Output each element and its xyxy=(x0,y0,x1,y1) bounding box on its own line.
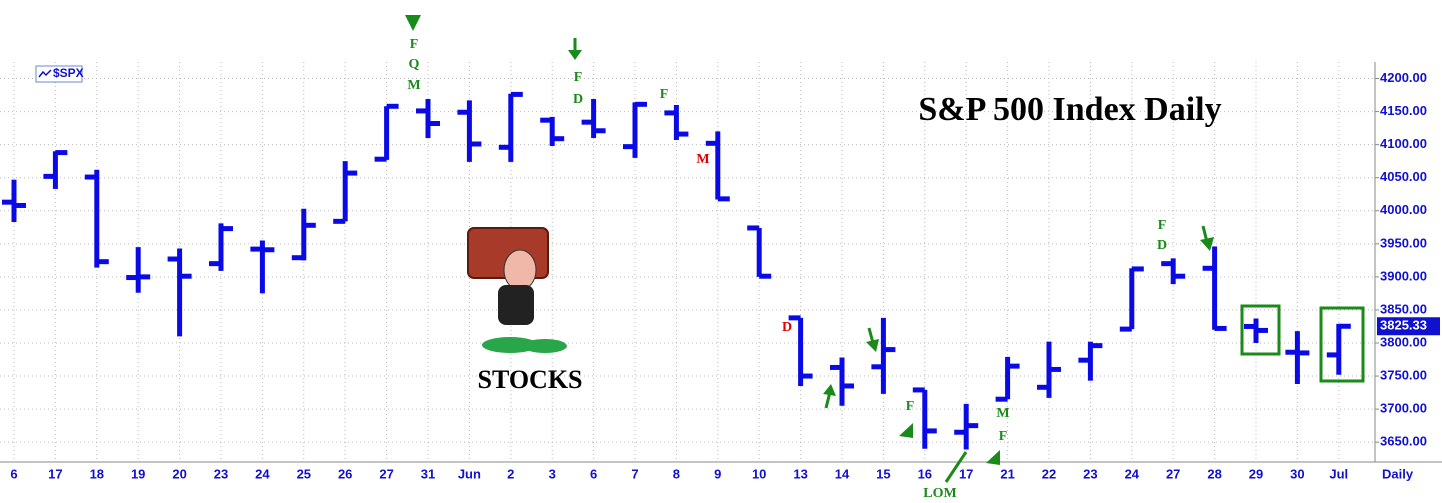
y-tick-label: 3900.00 xyxy=(1380,268,1427,283)
cartoon xyxy=(467,227,567,353)
last-price-box xyxy=(1377,317,1440,336)
highlight-box xyxy=(1319,306,1365,383)
y-tick-label: 4100.00 xyxy=(1380,136,1427,151)
annotation: F xyxy=(574,70,583,85)
triangle xyxy=(899,423,913,438)
x-tick-label: 31 xyxy=(421,466,435,481)
legend-icon xyxy=(38,69,52,78)
x-tick-label: 15 xyxy=(876,466,890,481)
arrow-head xyxy=(823,384,836,396)
x-tick-label: 23 xyxy=(1083,466,1097,481)
x-tick-label: 2 xyxy=(507,466,514,481)
y-tick-label: 4200.00 xyxy=(1380,70,1427,85)
legend-box xyxy=(35,65,83,83)
triangle xyxy=(986,450,1000,465)
y-tick-label: 3850.00 xyxy=(1380,301,1427,316)
period-label: Daily xyxy=(1382,466,1414,481)
x-tick-label: 27 xyxy=(1166,466,1180,481)
x-tick-label: 27 xyxy=(379,466,393,481)
legend: $SPX xyxy=(35,65,84,83)
y-tick-label: 3650.00 xyxy=(1380,434,1427,449)
annotation: F xyxy=(906,399,915,414)
x-tick-label: 26 xyxy=(338,466,352,481)
y-tick-label: 3800.00 xyxy=(1380,334,1427,349)
y-tick-label: 4050.00 xyxy=(1380,169,1427,184)
y-tick-label: 3950.00 xyxy=(1380,235,1427,250)
x-tick-label: 17 xyxy=(48,466,62,481)
chart-title: S&P 500 Index Daily xyxy=(918,91,1221,128)
annotation: F xyxy=(410,37,419,52)
x-tick-label: 29 xyxy=(1249,466,1263,481)
y-tick-label: 3750.00 xyxy=(1380,367,1427,382)
x-tick-label: 20 xyxy=(172,466,186,481)
x-tick-label: 6 xyxy=(10,466,17,481)
arrow-head xyxy=(866,339,879,352)
x-tick-label: 6 xyxy=(590,466,597,481)
x-tick-label: 3 xyxy=(549,466,556,481)
x-tick-label: 8 xyxy=(673,466,680,481)
triangle xyxy=(405,15,421,31)
annotation-shapes xyxy=(405,15,1365,483)
annotation: Q xyxy=(409,57,420,72)
x-tick-label: Jun xyxy=(458,466,481,481)
annotation: M xyxy=(407,78,420,93)
x-tick-label: 18 xyxy=(90,466,104,481)
x-tick-label: 24 xyxy=(255,466,270,481)
x-tick-label: 7 xyxy=(631,466,638,481)
x-tick-label: 21 xyxy=(1000,466,1014,481)
cartoon-body xyxy=(498,285,534,325)
last-price-label: 3825.33 xyxy=(1380,318,1427,333)
x-tick-label: 23 xyxy=(214,466,228,481)
cartoon-feet xyxy=(523,339,567,353)
cartoon-face xyxy=(503,249,537,291)
x-tick-label: 25 xyxy=(297,466,311,481)
annotation: M xyxy=(696,152,709,167)
y-tick-label: 4000.00 xyxy=(1380,202,1427,217)
x-tick-label: 19 xyxy=(131,466,145,481)
x-tick-label: 28 xyxy=(1207,466,1221,481)
arrow-head xyxy=(1200,237,1214,251)
x-tick-label: 13 xyxy=(793,466,807,481)
caption: STOCKS xyxy=(477,365,582,394)
annotation: D xyxy=(782,320,792,335)
y-tick-label: 3700.00 xyxy=(1380,401,1427,416)
cartoon-feet xyxy=(482,337,538,353)
highlight-box xyxy=(1240,304,1281,356)
annotation: F xyxy=(999,429,1008,444)
x-tick-label: 17 xyxy=(959,466,973,481)
x-tick-label: 24 xyxy=(1125,466,1140,481)
pointer-line xyxy=(944,451,968,483)
annotation: M xyxy=(996,406,1009,421)
arrow xyxy=(867,327,875,344)
x-tick-label: Jul xyxy=(1329,466,1348,481)
y-tick-label: 4150.00 xyxy=(1380,103,1427,118)
annotation: D xyxy=(1157,238,1167,253)
annotation: D xyxy=(573,92,583,107)
annotation: F xyxy=(660,87,669,102)
arrow-head xyxy=(568,50,582,60)
x-tick-label: 14 xyxy=(835,466,850,481)
x-tick-label: 30 xyxy=(1290,466,1304,481)
x-tick-label: 22 xyxy=(1042,466,1056,481)
x-tick-label: 9 xyxy=(714,466,721,481)
annotation: F xyxy=(1158,218,1167,233)
legend-label: $SPX xyxy=(53,66,84,80)
x-tick-label: 10 xyxy=(752,466,766,481)
annotation: LOM xyxy=(923,486,956,501)
x-tick-label: 16 xyxy=(918,466,932,481)
